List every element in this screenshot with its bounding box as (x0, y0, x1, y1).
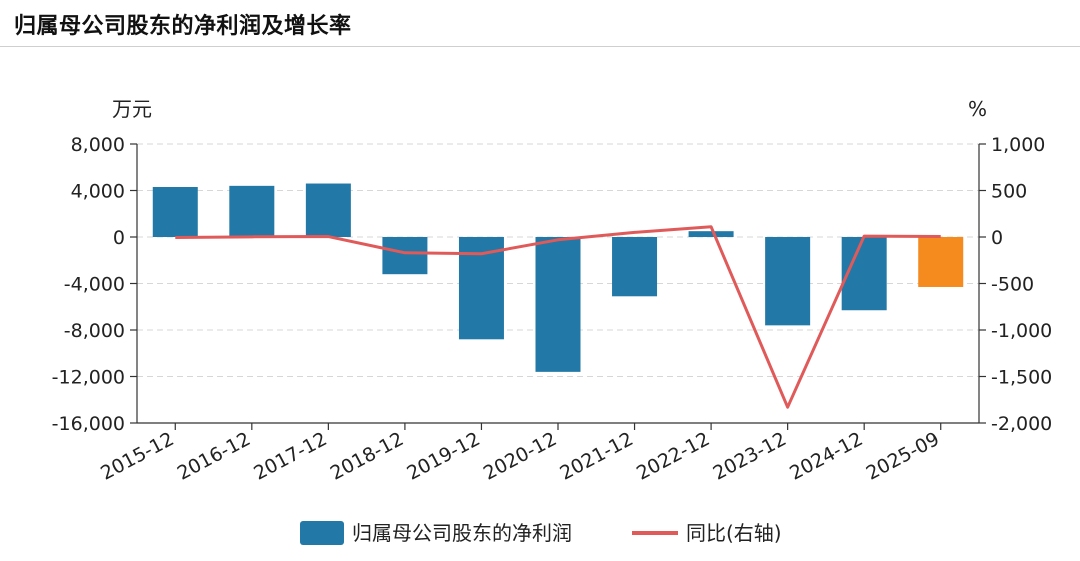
x-axis-tick-label: 2017-12 (250, 428, 330, 485)
right-axis-tick-label: 0 (991, 227, 1003, 249)
left-axis-tick-label: -8,000 (64, 320, 125, 342)
left-axis-tick-label: -12,000 (52, 367, 125, 389)
left-axis-tick-label: -4,000 (64, 274, 125, 296)
bar-2017-12 (305, 183, 351, 237)
bar-2016-12 (229, 185, 275, 237)
right-axis-tick-label: -2,000 (991, 413, 1052, 435)
left-axis-tick-label: 0 (113, 227, 125, 249)
left-axis-tick-label: 8,000 (71, 134, 125, 156)
yoy-line (175, 225, 941, 409)
x-axis-tick-label: 2020-12 (480, 428, 560, 485)
bar-2018-12 (382, 237, 428, 275)
page-title: 归属母公司股东的净利润及增长率 (14, 14, 352, 39)
bar-2020-12 (535, 237, 581, 372)
left-axis-tick-label: -16,000 (52, 413, 125, 435)
bar-2015-12 (152, 187, 198, 237)
x-axis-tick-label: 2023-12 (710, 428, 790, 485)
right-axis-tick-label: -1,500 (991, 367, 1052, 389)
bar-2025-09 (918, 237, 964, 287)
x-axis-tick-label: 2021-12 (556, 428, 636, 485)
bar-2024-12 (841, 237, 887, 311)
bar-2022-12 (688, 231, 734, 237)
x-axis-tick-label: 2019-12 (403, 428, 483, 485)
x-axis-tick-label: 2022-12 (633, 428, 713, 485)
right-axis-tick-label: 1,000 (991, 134, 1045, 156)
bar-2023-12 (765, 237, 811, 326)
bar-2021-12 (612, 237, 658, 297)
header-bar: 归属母公司股东的净利润及增长率 (0, 0, 1080, 47)
x-axis-tick-label: 2016-12 (174, 428, 254, 485)
right-axis-unit: % (968, 97, 987, 121)
right-axis-tick-label: 500 (991, 181, 1027, 203)
x-axis-tick-label: 2025-09 (863, 428, 943, 485)
legend-label-line: 同比(右轴) (686, 521, 782, 545)
x-axis-tick-label: 2018-12 (327, 428, 407, 485)
right-axis-tick-label: -500 (991, 274, 1034, 296)
x-axis-tick-label: 2015-12 (97, 428, 177, 485)
left-axis-tick-label: 4,000 (71, 181, 125, 203)
left-axis-unit: 万元 (112, 97, 152, 121)
legend-swatch-bar (300, 521, 344, 545)
x-axis-tick-label: 2024-12 (786, 428, 866, 485)
legend-label-bar: 归属母公司股东的净利润 (352, 521, 572, 545)
right-axis-tick-label: -1,000 (991, 320, 1052, 342)
